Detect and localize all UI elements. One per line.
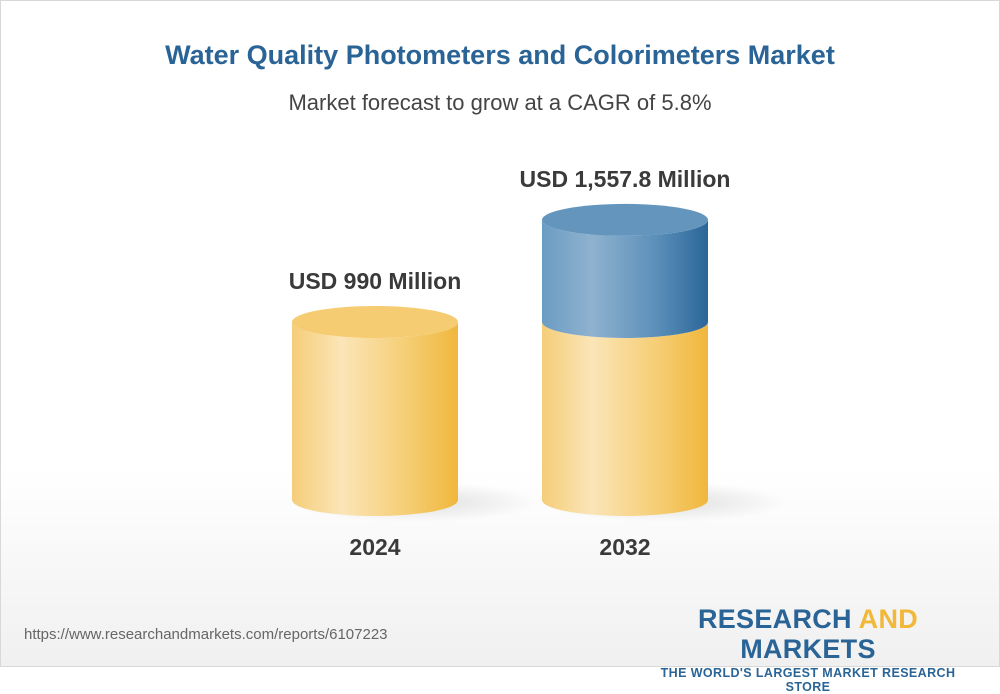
category-label: 2032 (599, 534, 650, 560)
bar-growth-segment (542, 219, 708, 338)
logo-text: MARKETS (740, 634, 876, 664)
category-label: 2024 (349, 534, 400, 560)
logo-text: RESEARCH (697, 604, 859, 634)
source-url[interactable]: https://www.researchandmarkets.com/repor… (24, 626, 388, 643)
bar-2024 (292, 322, 458, 516)
cylinder-top (292, 306, 458, 338)
cylinder-top (542, 203, 708, 236)
data-label: USD 1,557.8 Million (520, 166, 731, 192)
chart-subtitle: Market forecast to grow at a CAGR of 5.8… (288, 90, 712, 115)
data-label: USD 990 Million (289, 268, 462, 294)
cylinder-chart: USD 990 Million 2024 USD 1,557.8 Million 20… (289, 166, 788, 560)
logo-text-and: AND (858, 604, 919, 634)
chart-title: Water Quality Photometers and Colorimete… (165, 40, 835, 70)
research-and-markets-logo: RESEARCH AND MARKETS THE WORLD'S LARGEST… (640, 604, 976, 694)
logo-tagline: THE WORLD'S LARGEST MARKET RESEARCH STOR… (660, 666, 956, 694)
bar-base-segment (542, 322, 708, 516)
